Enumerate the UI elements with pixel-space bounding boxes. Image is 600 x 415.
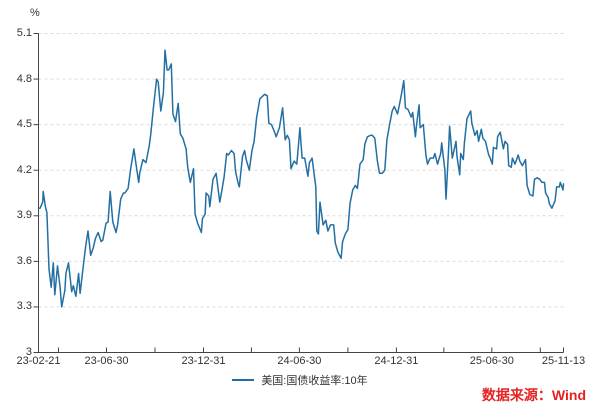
y-axis-unit-label: %	[30, 7, 40, 19]
y-tick-label: 3.3	[16, 300, 32, 313]
series-line-us10y	[37, 49, 565, 308]
y-tick-label: 4.5	[16, 118, 32, 131]
legend-label: 美国:国债收益率:10年	[261, 375, 368, 387]
x-tick-label: 24-06-30	[277, 355, 322, 367]
x-tick-label: 24-12-31	[374, 355, 419, 367]
y-tick-label: 3.9	[16, 209, 32, 222]
legend-line-swatch	[232, 379, 255, 381]
y-tick-label: 4.2	[16, 163, 32, 176]
x-tick-label: 23-06-30	[84, 355, 129, 367]
y-tick-label: 3.6	[16, 254, 32, 267]
x-tick-label: 25-11-13	[541, 355, 586, 367]
x-tick-label: 23-12-31	[181, 355, 226, 367]
x-tick-label: 25-06-30	[469, 355, 514, 367]
y-tick-label: 4.8	[16, 72, 32, 85]
legend: 美国:国债收益率:10年	[0, 372, 600, 388]
y-tick-label: 5.1	[16, 27, 32, 39]
data-source-note: 数据来源：Wind	[481, 387, 586, 403]
x-tick-label: 23-02-21	[16, 355, 61, 367]
y-tick-label: 3	[25, 346, 32, 358]
